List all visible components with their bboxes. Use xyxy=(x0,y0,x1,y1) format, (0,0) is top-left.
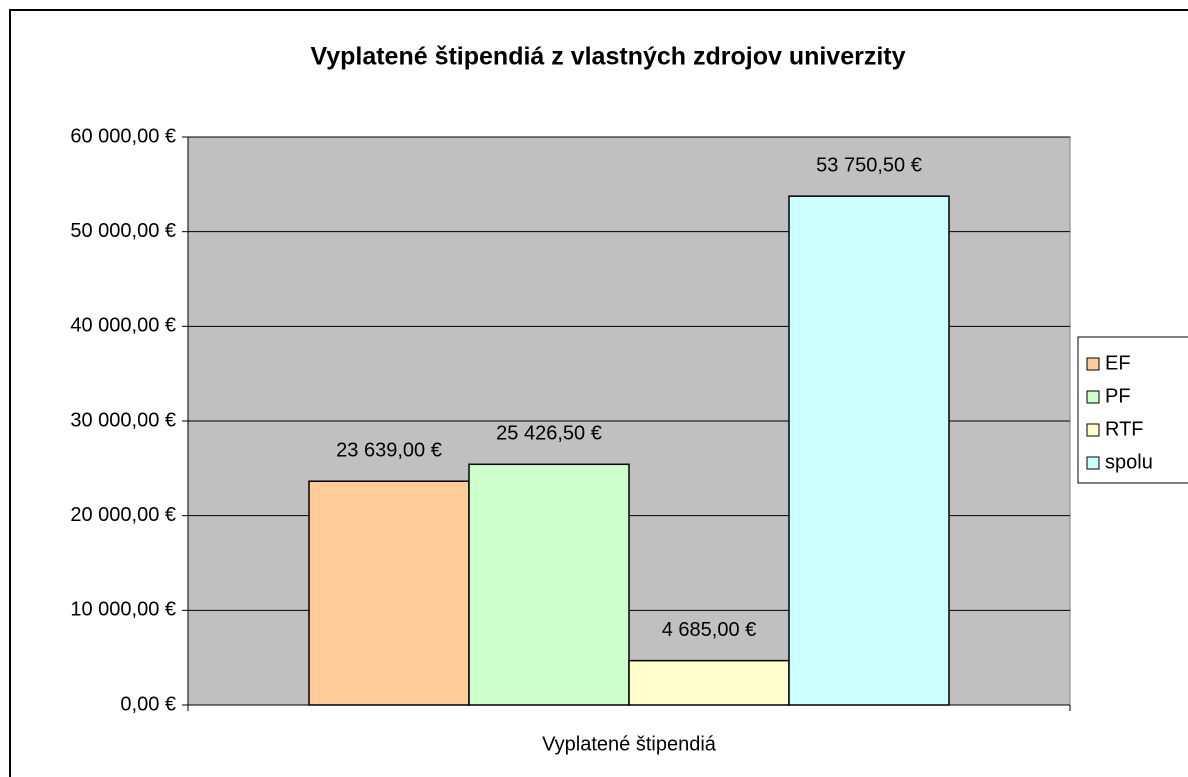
bar xyxy=(788,195,950,706)
chart-title: Vyplatené štipendiá z vlastných zdrojov … xyxy=(310,43,905,71)
legend-label: PF xyxy=(1105,385,1131,407)
legend-label: EF xyxy=(1105,352,1131,374)
y-tick-label: 0,00 € xyxy=(120,693,176,715)
y-tick-label: 50 000,00 € xyxy=(70,220,176,242)
data-label: 4 685,00 € xyxy=(662,619,757,641)
legend-swatch xyxy=(1086,456,1100,470)
y-tick-label: 10 000,00 € xyxy=(70,599,176,621)
y-tick-label: 30 000,00 € xyxy=(70,409,176,431)
data-label: 53 750,50 € xyxy=(816,154,922,176)
x-tick-label: Vyplatené štipendiá xyxy=(542,733,717,755)
legend-swatch xyxy=(1086,357,1100,371)
bar xyxy=(628,659,790,706)
y-tick-label: 40 000,00 € xyxy=(70,315,176,337)
y-tick-label: 20 000,00 € xyxy=(70,504,176,526)
legend-swatch xyxy=(1086,390,1100,404)
y-tick-label: 60 000,00 € xyxy=(70,125,176,147)
data-label: 23 639,00 € xyxy=(336,439,442,461)
data-label: 25 426,50 € xyxy=(496,423,602,445)
bar xyxy=(308,480,470,706)
legend-label: RTF xyxy=(1105,418,1144,440)
bar xyxy=(468,463,630,706)
legend-swatch xyxy=(1086,423,1100,437)
legend-label: spolu xyxy=(1105,451,1153,473)
